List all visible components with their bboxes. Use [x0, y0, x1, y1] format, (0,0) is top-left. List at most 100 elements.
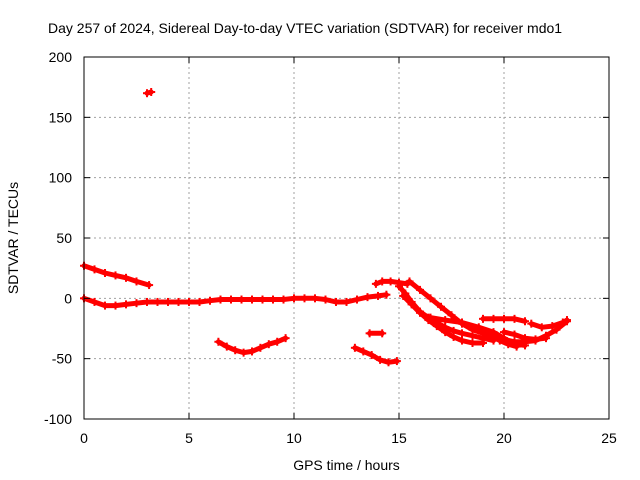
data-point	[378, 277, 387, 286]
data-point	[185, 297, 193, 306]
data-point	[311, 294, 319, 303]
data-point	[527, 319, 536, 328]
data-point	[416, 285, 424, 294]
data-point	[90, 297, 99, 306]
data-point	[143, 89, 151, 98]
data-point	[392, 357, 401, 366]
y-axis-label: SDTVAR / TECUs	[5, 182, 21, 294]
data-point	[111, 271, 120, 280]
data-point	[216, 295, 225, 304]
data-point	[174, 297, 183, 306]
data-point	[563, 316, 571, 325]
data-point	[281, 334, 290, 343]
grid-lines	[84, 57, 609, 419]
data-point	[122, 273, 130, 282]
data-point	[468, 338, 477, 347]
y-tick-label: 0	[64, 290, 72, 306]
data-point	[548, 322, 557, 331]
x-tick-label: 25	[601, 430, 617, 446]
y-tick-label: 150	[49, 109, 73, 125]
data-point	[248, 295, 256, 304]
data-point	[214, 337, 223, 346]
data-point	[143, 297, 151, 306]
y-tick-label: -100	[44, 411, 72, 427]
data-point	[273, 337, 282, 346]
data-point	[239, 348, 248, 357]
data-point	[384, 358, 393, 367]
data-point	[441, 316, 450, 325]
data-point	[90, 265, 99, 274]
data-point	[441, 328, 450, 337]
data-point	[558, 318, 567, 327]
data-point	[504, 340, 513, 349]
data-point	[449, 332, 458, 341]
series-arc-10	[400, 293, 486, 346]
x-tick-label: 15	[391, 430, 407, 446]
data-point	[512, 342, 521, 351]
data-point	[353, 295, 361, 304]
data-point	[332, 297, 340, 306]
data-point	[101, 301, 109, 310]
data-point	[371, 279, 380, 288]
data-point	[363, 293, 372, 302]
data-point	[426, 313, 435, 322]
data-point	[258, 295, 267, 304]
series-arc-14	[488, 333, 520, 350]
data-point	[195, 297, 204, 306]
data-point	[111, 301, 120, 310]
data-point	[231, 346, 240, 355]
data-point	[153, 297, 162, 306]
data-point	[531, 335, 540, 344]
x-tick-label: 0	[80, 430, 88, 446]
x-axis-ticks: 0 5 10 15 20 25	[80, 57, 617, 446]
data-point	[367, 351, 376, 360]
data-point	[264, 340, 273, 349]
data-point	[206, 296, 214, 305]
data-point	[458, 336, 466, 345]
data-point	[474, 323, 483, 332]
y-tick-label: 100	[49, 170, 73, 186]
data-point	[222, 342, 231, 351]
data-point	[405, 277, 414, 286]
x-tick-label: 5	[185, 430, 193, 446]
data-point	[399, 291, 408, 300]
data-point	[376, 355, 385, 364]
data-point	[374, 291, 382, 300]
y-tick-label: 50	[56, 230, 72, 246]
data-point	[426, 294, 435, 303]
data-point	[479, 338, 487, 347]
x-tick-label: 10	[286, 430, 302, 446]
data-point	[382, 290, 391, 299]
data-point	[101, 268, 109, 277]
data-point	[342, 297, 351, 306]
data-point	[359, 347, 368, 356]
y-tick-label: -50	[52, 351, 72, 367]
data-point	[458, 318, 466, 327]
data-point	[537, 323, 546, 332]
x-tick-label: 20	[496, 430, 512, 446]
series-arc-5	[352, 345, 400, 365]
data-point	[521, 341, 529, 350]
data-point	[447, 311, 456, 320]
data-point	[386, 277, 395, 286]
data-point	[269, 295, 277, 304]
data-point	[132, 299, 141, 308]
data-point	[407, 300, 416, 309]
data-point	[521, 317, 529, 326]
data-point	[290, 294, 298, 303]
data-point	[237, 295, 246, 304]
data-point	[164, 297, 172, 306]
data-point	[122, 300, 130, 309]
data-point	[378, 329, 387, 338]
data-point	[321, 295, 330, 304]
data-point	[248, 347, 256, 356]
data-point	[132, 277, 141, 286]
data-point	[350, 343, 359, 352]
data-point	[542, 334, 550, 343]
data-point	[432, 322, 441, 331]
data-point	[495, 336, 504, 345]
chart-title: Day 257 of 2024, Sidereal Day-to-day VTE…	[48, 20, 562, 36]
data-series	[80, 87, 571, 367]
y-axis-ticks: -100 -50 0 50 100 150 200	[44, 49, 609, 427]
